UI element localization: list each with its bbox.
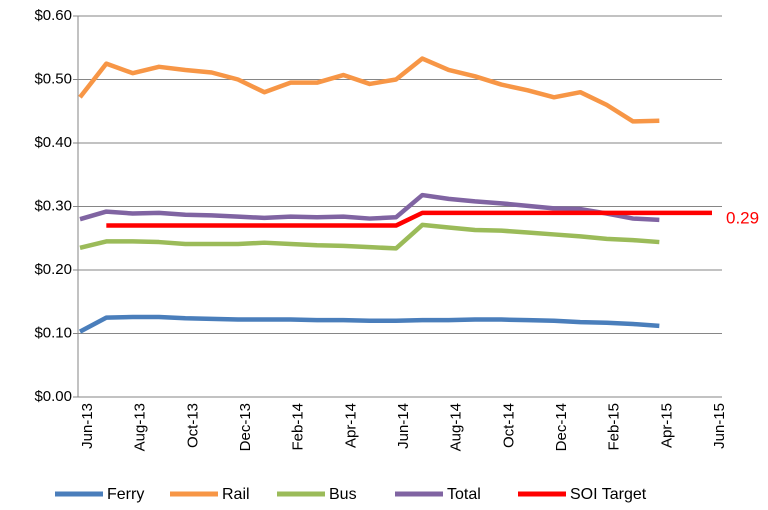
legend-label: Total [447,486,481,503]
annotation: 0.29 [726,208,759,227]
series-line [78,56,660,124]
y-tick-label: $0.20 [34,261,72,278]
y-tick-label: $0.60 [34,7,72,24]
series-line [78,314,660,334]
x-tick-label: Jun-15 [711,403,728,449]
series-line [106,210,712,228]
x-tick-label: Feb-14 [290,403,307,451]
y-tick-label: $0.30 [34,197,72,214]
series-line [79,192,660,223]
x-tick-label: Dec-13 [237,403,254,451]
x-tick-label: Jun-13 [79,403,96,449]
x-tick-label: Apr-15 [658,403,675,448]
y-tick-label: $0.40 [34,134,72,151]
x-tick-label: Oct-14 [500,403,517,448]
series-line [79,222,660,251]
x-tick-label: Oct-13 [184,403,201,448]
legend-label: Rail [222,486,250,503]
y-tick-label: $0.10 [34,324,72,341]
legend-label: Bus [329,486,357,503]
x-tick-label: Apr-14 [342,403,359,448]
x-tick-label: Jun-14 [395,403,412,449]
x-tick-label: Dec-14 [553,403,570,451]
y-tick-label: $0.00 [34,388,72,405]
legend-label: SOI Target [570,486,647,503]
x-tick-label: Feb-15 [606,403,623,451]
x-tick-label: Aug-13 [132,403,149,451]
legend-label: Ferry [107,486,144,503]
y-tick-label: $0.50 [34,70,72,87]
x-tick-label: Aug-14 [448,403,465,451]
